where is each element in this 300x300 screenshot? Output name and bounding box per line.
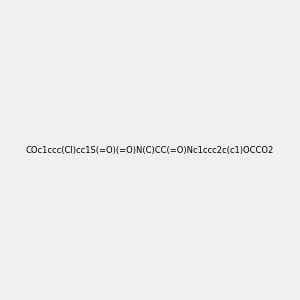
Text: COc1ccc(Cl)cc1S(=O)(=O)N(C)CC(=O)Nc1ccc2c(c1)OCCO2: COc1ccc(Cl)cc1S(=O)(=O)N(C)CC(=O)Nc1ccc2… <box>26 146 274 154</box>
